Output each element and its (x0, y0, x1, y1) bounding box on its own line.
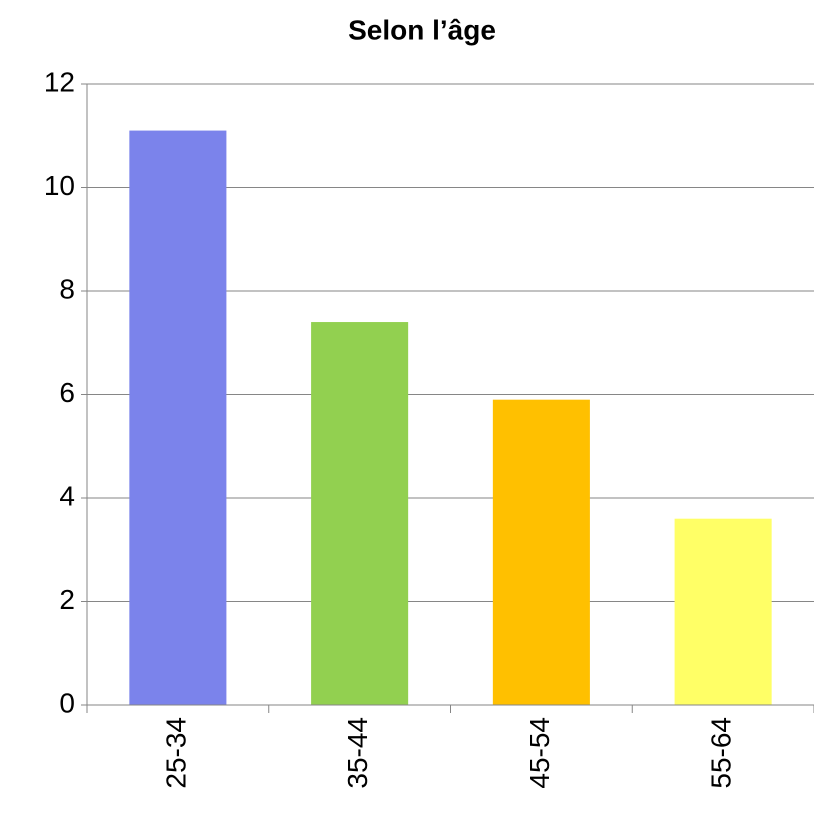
bar (492, 399, 590, 705)
y-tick-label: 8 (59, 273, 75, 304)
x-tick-label: 55-64 (706, 717, 737, 789)
y-tick-label: 4 (59, 480, 75, 511)
y-tick-label: 12 (44, 66, 75, 97)
bar (129, 130, 227, 705)
y-tick-label: 6 (59, 377, 75, 408)
x-tick-label: 45-54 (524, 717, 555, 789)
y-tick-label: 0 (59, 687, 75, 718)
y-tick-label: 2 (59, 584, 75, 615)
bar (311, 322, 409, 705)
chart-title: Selon l’âge (348, 14, 496, 45)
x-tick-label: 25-34 (160, 717, 191, 789)
x-tick-label: 35-44 (342, 717, 373, 789)
bar (674, 518, 772, 705)
y-tick-label: 10 (44, 170, 75, 201)
